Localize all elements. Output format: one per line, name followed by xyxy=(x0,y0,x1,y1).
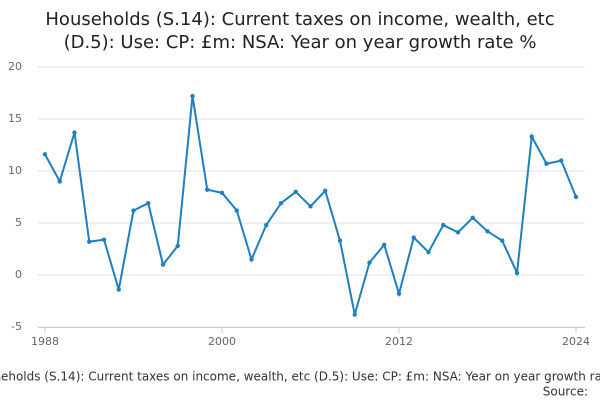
x-tick-label: 2012 xyxy=(385,335,413,348)
y-tick-label: 20 xyxy=(8,60,22,73)
chart-title: (D.5): Use: CP: £m: NSA: Year on year gr… xyxy=(64,32,537,53)
point xyxy=(573,194,579,200)
x-tick-label: 1988 xyxy=(31,335,59,348)
point xyxy=(278,201,284,206)
point xyxy=(205,187,210,192)
point xyxy=(219,190,225,196)
point xyxy=(529,134,534,139)
point xyxy=(249,257,254,262)
point xyxy=(116,287,121,292)
y-tick-label: 5 xyxy=(15,216,22,229)
point xyxy=(337,238,343,243)
footer: Households (S.14): Current taxes on inco… xyxy=(0,370,600,384)
point xyxy=(367,260,372,265)
point xyxy=(485,229,490,234)
point xyxy=(293,189,298,194)
point xyxy=(57,179,62,184)
point xyxy=(308,204,313,209)
point xyxy=(234,208,239,213)
point xyxy=(160,262,166,267)
point xyxy=(396,291,402,296)
point xyxy=(87,239,92,244)
point xyxy=(455,230,461,235)
point xyxy=(146,201,151,206)
point xyxy=(72,130,77,135)
source: Source: xyxy=(543,385,588,399)
point xyxy=(426,249,431,255)
y-tick-label: 10 xyxy=(8,164,22,177)
point xyxy=(382,242,387,248)
point xyxy=(42,152,48,157)
point xyxy=(190,93,195,99)
point xyxy=(101,237,107,242)
point xyxy=(441,222,446,228)
point xyxy=(264,222,269,228)
point xyxy=(175,243,180,249)
y-tick-label: 15 xyxy=(8,112,22,125)
y-tick-label: 0 xyxy=(15,268,22,281)
point xyxy=(352,312,357,317)
y-tick-label: -5 xyxy=(11,320,22,333)
point xyxy=(544,161,549,166)
point xyxy=(131,208,136,213)
x-tick-label: 2024 xyxy=(562,335,590,348)
point xyxy=(411,235,416,240)
point xyxy=(470,215,475,220)
point xyxy=(500,238,505,243)
point xyxy=(323,188,328,193)
point xyxy=(559,158,564,163)
chart-title: Households (S.14): Current taxes on inco… xyxy=(45,9,554,30)
x-tick-label: 2000 xyxy=(208,335,236,348)
point xyxy=(514,270,520,276)
